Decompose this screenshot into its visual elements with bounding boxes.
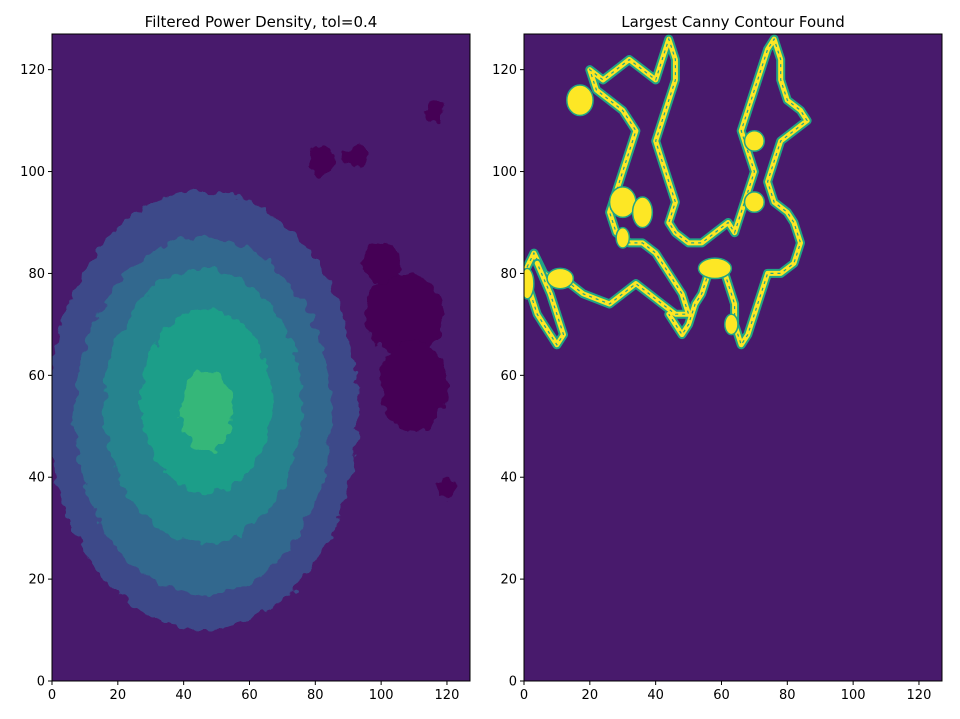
y-tick-label-80: 80 xyxy=(500,267,517,282)
low-density-patch-3 xyxy=(341,146,368,167)
contour-blob-2 xyxy=(631,196,654,229)
y-tick-label-0: 0 xyxy=(37,675,45,690)
power-density-panel: Filtered Power Density, tol=0.4 0 20 40 60 8… xyxy=(20,13,471,703)
contour-fill-group xyxy=(52,100,457,630)
x-tick-label-60: 60 xyxy=(713,688,730,703)
y-axis-left: 0 20 40 60 80 100 120 xyxy=(20,63,52,690)
x-tick-label-120: 120 xyxy=(435,688,460,703)
x-axis-right: 0 20 40 60 80 100 120 xyxy=(520,681,932,703)
low-density-patch-1 xyxy=(381,339,447,432)
y-tick-label-20: 20 xyxy=(500,573,517,588)
low-density-patch-6 xyxy=(423,100,444,121)
y-tick-label-80: 80 xyxy=(28,267,45,282)
y-tick-label-40: 40 xyxy=(500,471,517,486)
y-tick-label-120: 120 xyxy=(492,63,517,78)
x-tick-label-20: 20 xyxy=(582,688,599,703)
canny-contour-image xyxy=(524,34,942,681)
contour-blob-5 xyxy=(697,257,733,280)
x-tick-label-100: 100 xyxy=(841,688,866,703)
y-tick-label-60: 60 xyxy=(28,369,45,384)
low-density-patch-5 xyxy=(437,477,457,498)
x-tick-label-20: 20 xyxy=(110,688,127,703)
x-tick-label-0: 0 xyxy=(520,688,528,703)
x-tick-label-100: 100 xyxy=(369,688,394,703)
plot-frame-left xyxy=(51,33,471,682)
x-tick-label-120: 120 xyxy=(907,688,932,703)
y-tick-label-100: 100 xyxy=(20,165,45,180)
y-tick-label-120: 120 xyxy=(20,63,45,78)
contour-blob-6 xyxy=(546,267,575,290)
y-tick-label-40: 40 xyxy=(28,471,45,486)
canny-contour-tail-edge xyxy=(524,260,566,348)
y-axis-right: 0 20 40 60 80 100 120 xyxy=(492,63,524,690)
y-tick-label-100: 100 xyxy=(492,165,517,180)
x-tick-label-80: 80 xyxy=(307,688,324,703)
contour-blob-7 xyxy=(524,267,535,300)
x-axis-left: 0 20 40 60 80 100 120 xyxy=(48,681,460,703)
plot-frame-right xyxy=(523,33,943,682)
y-tick-label-60: 60 xyxy=(500,369,517,384)
x-tick-label-40: 40 xyxy=(647,688,664,703)
x-tick-label-60: 60 xyxy=(241,688,258,703)
contour-blob-9 xyxy=(615,226,631,249)
y-tick-label-20: 20 xyxy=(28,573,45,588)
chart-title-canny-contour: Largest Canny Contour Found xyxy=(621,13,844,31)
low-density-patch-4 xyxy=(308,146,336,177)
canny-contour-panel: Largest Canny Contour Found 0 20 40 60 80 100… xyxy=(492,13,943,703)
chart-title-power-density: Filtered Power Density, tol=0.4 xyxy=(145,13,378,31)
x-tick-label-0: 0 xyxy=(48,688,56,703)
low-density-patch-0 xyxy=(364,273,444,355)
x-tick-label-40: 40 xyxy=(175,688,192,703)
x-tick-label-80: 80 xyxy=(779,688,796,703)
contour-blob-3 xyxy=(743,130,766,152)
low-density-patch-2 xyxy=(361,242,401,284)
canny-contour-core xyxy=(524,37,808,347)
contour-blob-0 xyxy=(566,84,594,117)
plot-background xyxy=(524,34,942,681)
y-tick-label-0: 0 xyxy=(509,675,517,690)
contour-blob-8 xyxy=(724,313,739,336)
canny-contour-group xyxy=(524,34,812,350)
contour-blob-4 xyxy=(743,191,766,214)
power-density-heatmap xyxy=(52,34,470,681)
contour-level-5 xyxy=(180,370,234,452)
